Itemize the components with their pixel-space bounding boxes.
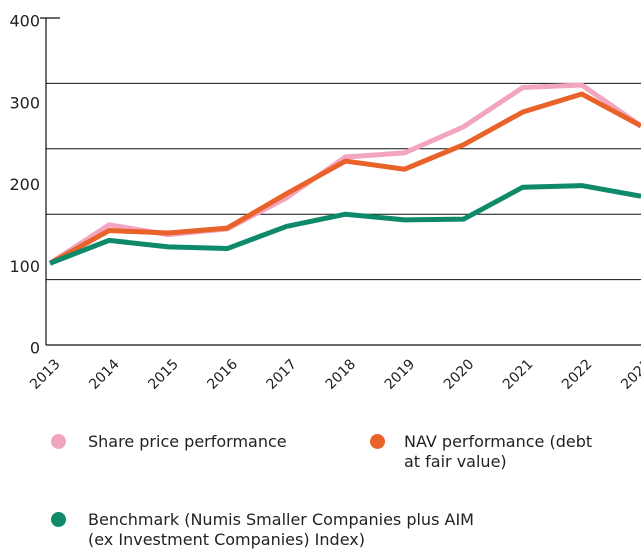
- x-tick-label: 2016: [204, 356, 241, 393]
- legend-label: NAV performance (debt at fair value): [404, 432, 593, 471]
- series-line: [48, 91, 641, 266]
- x-tick-label: 2020: [441, 356, 478, 393]
- legend-swatch: [51, 434, 66, 449]
- x-tick-label: 2018: [323, 356, 360, 393]
- x-tick-label: 2019: [382, 356, 419, 393]
- y-tick-label: 300: [9, 93, 40, 112]
- chart: 0 100 200 300 400 2013 2014 2015 2016 2017 2018 201…: [9, 12, 641, 393]
- x-tick-label: 2022: [559, 356, 596, 393]
- x-tick-label: 2014: [86, 356, 123, 393]
- x-tick-label: 2017: [264, 356, 301, 393]
- x-tick-label: 2021: [500, 356, 537, 393]
- legend-swatch: [370, 434, 385, 449]
- y-tick-label: 400: [9, 12, 40, 31]
- y-tick-label: 0: [30, 339, 40, 358]
- x-tick-label: 2023: [618, 356, 641, 393]
- x-tick-label: 2015: [145, 356, 182, 393]
- series-line: [49, 183, 641, 266]
- legend-label: Share price performance: [88, 432, 287, 451]
- y-tick-label: 200: [9, 175, 40, 194]
- x-tick-label: 2013: [27, 356, 64, 393]
- legend-label: Benchmark (Numis Smaller Companies plus …: [88, 510, 474, 549]
- series-line: [48, 82, 641, 266]
- legend-swatch: [51, 512, 66, 527]
- y-tick-label: 100: [9, 257, 40, 276]
